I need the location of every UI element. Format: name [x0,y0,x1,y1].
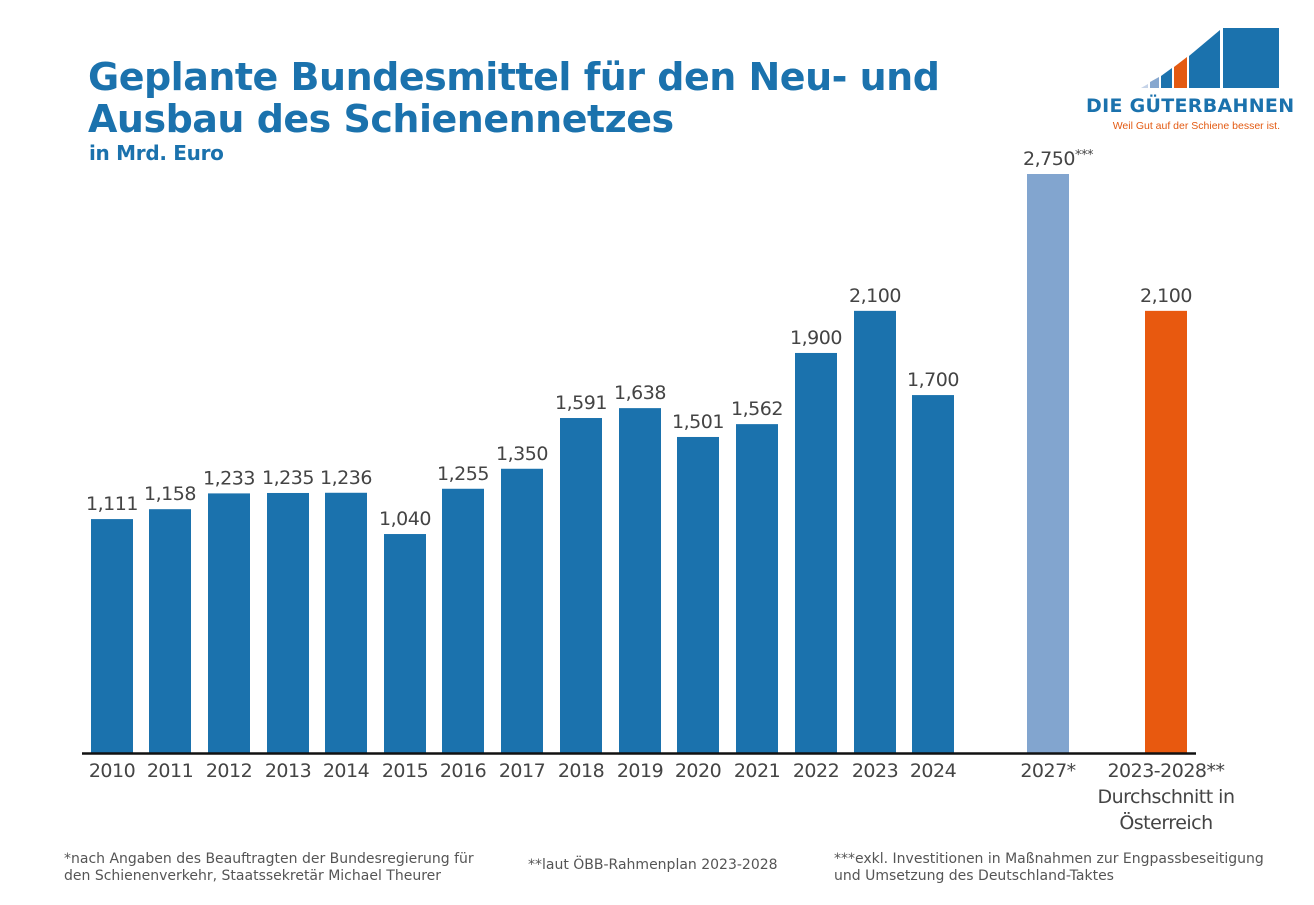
x-tick-sublabel: Österreich [1119,811,1212,834]
bar-2022 [795,352,837,753]
chart-title: Geplante Bundesmittel für den Neu- und A… [88,55,940,141]
bar-2024 [912,395,954,753]
logo-step-5 [1189,30,1220,88]
bar-2019 [619,408,661,753]
data-label: 1,700 [907,369,959,391]
bar-2021 [736,424,778,753]
bar-2010 [91,519,133,753]
bar-2023-2028 [1145,310,1187,753]
x-tick-label: 2023-2028** [1107,760,1224,782]
x-tick-label: 2012 [206,760,252,782]
x-tick-label: 2027* [1020,760,1075,782]
footnote-2: **laut ÖBB-Rahmenplan 2023-2028 [528,857,778,873]
data-label: 1,350 [496,443,548,465]
data-label: 1,638 [614,382,666,404]
x-tick-label: 2011 [147,760,193,782]
x-tick-label: 2018 [558,760,604,782]
bar-2016 [442,488,484,753]
data-label: 1,233 [203,467,255,489]
x-tick-label: 2022 [793,760,839,782]
data-label: 2,100 [1140,285,1192,307]
x-tick-label: 2010 [89,760,135,782]
logo-name: DIE GÜTERBAHNEN [1086,95,1295,117]
logo-tagline: Weil Gut auf der Schiene besser ist. [1112,120,1280,132]
logo-step-2 [1150,77,1159,88]
logo-icon [1141,28,1279,88]
data-label: 1,111 [86,493,138,515]
chart-title-line-1: Geplante Bundesmittel für den Neu- und [88,55,940,99]
data-label: 2,100 [849,285,901,307]
bar-2027 [1027,174,1069,753]
chart-subtitle: in Mrd. Euro [89,141,224,165]
data-label: 1,501 [672,411,724,433]
bar-2015 [384,534,426,753]
logo-step-6 [1223,28,1279,88]
x-tick-label: 2023 [852,760,898,782]
data-label: 1,255 [437,463,489,485]
x-tick-label: 2017 [499,760,545,782]
x-tick-label: 2014 [323,760,370,782]
data-label: 2,750*** [1023,148,1094,170]
data-label-footnote-mark: *** [1075,148,1094,163]
logo-step-3 [1161,68,1172,88]
x-tick-label: 2016 [440,760,486,782]
x-tick-label: 2013 [265,760,311,782]
logo-step-4 [1174,57,1187,88]
logo-step-1 [1141,84,1148,88]
chart-title-line-2: Ausbau des Schienennetzes [88,97,674,141]
data-label: 1,236 [320,467,372,489]
bar-2020 [677,436,719,753]
data-label: 1,158 [144,483,196,505]
bar-2018 [560,418,602,753]
data-label: 1,591 [555,392,607,414]
bar-2014 [325,492,367,753]
bar-2017 [501,468,543,753]
data-label: 1,235 [262,467,314,489]
bar-2012 [208,493,250,753]
data-label: 1,562 [731,398,783,420]
data-label: 1,900 [790,327,842,349]
footnote-3: ***exkl. Investitionen in Maßnahmen zur … [834,851,1264,884]
x-tick-label: 2024 [910,760,957,782]
bar-2011 [149,509,191,753]
x-tick-label: 2020 [675,760,721,782]
footnote-1: *nach Angaben des Beauftragten der Bunde… [64,851,474,884]
x-tick-sublabel: Durchschnitt in [1097,786,1234,808]
x-tick-label: 2021 [734,760,780,782]
x-tick-label: 2015 [382,760,428,782]
bar-2013 [267,492,309,753]
x-tick-label: 2019 [617,760,663,782]
data-label: 1,040 [379,508,431,530]
bar-2023 [854,310,896,753]
